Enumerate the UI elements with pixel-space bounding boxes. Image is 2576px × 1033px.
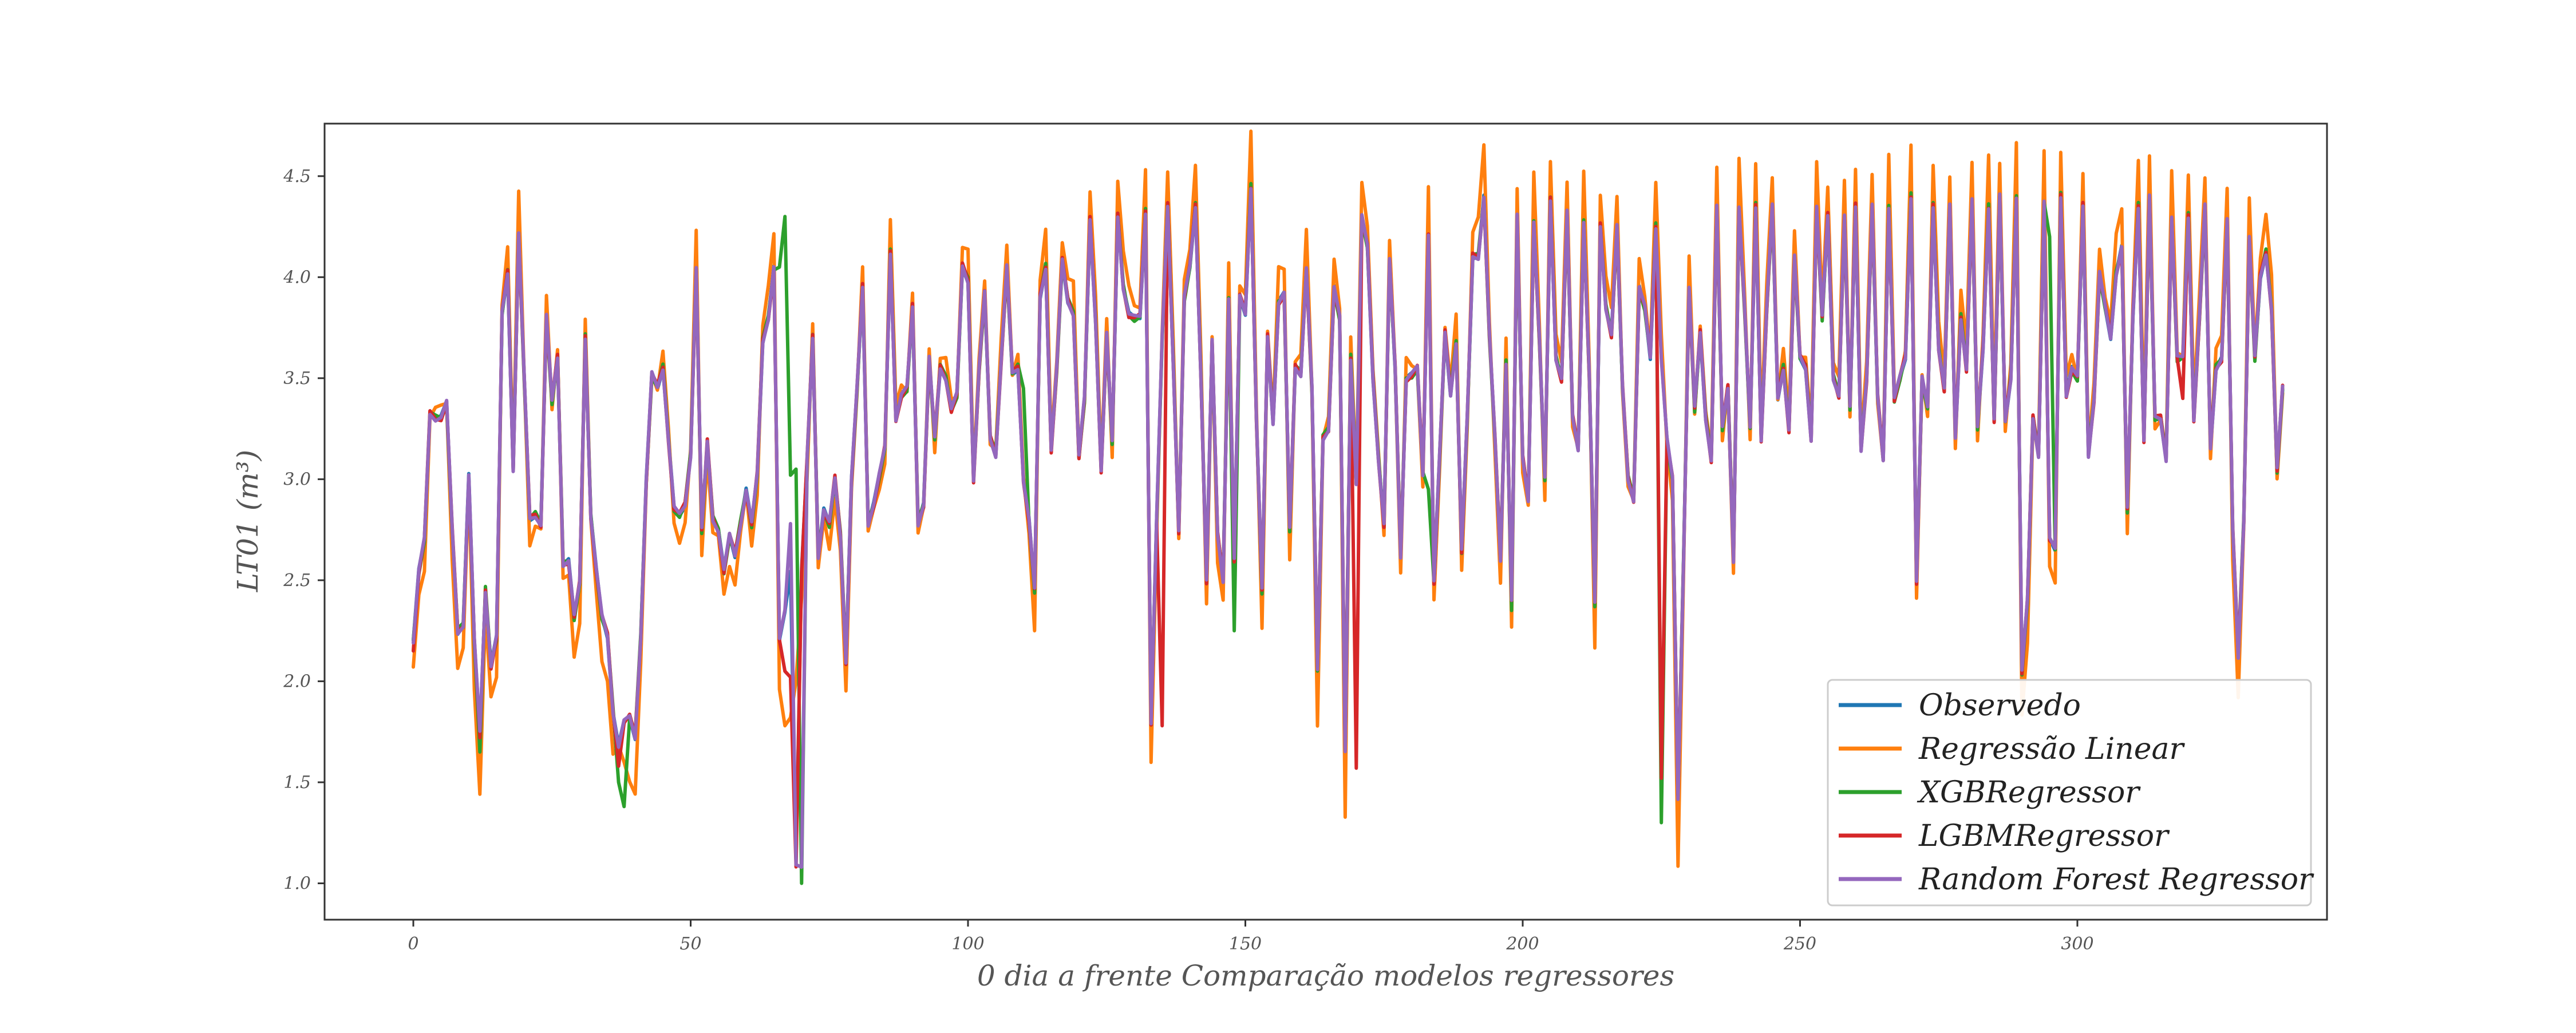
plot-frame bbox=[323, 122, 2328, 921]
legend-box bbox=[1827, 679, 2312, 907]
x-tick-label: 250 bbox=[1783, 934, 1816, 954]
y-tick-label: 1.5 bbox=[283, 773, 311, 793]
y-axis-label: LT01 (m³) bbox=[231, 450, 264, 592]
y-tick-label: 3.5 bbox=[283, 369, 311, 389]
y-tick-label: 4.0 bbox=[283, 267, 311, 287]
legend-label-1: Observedo bbox=[1919, 688, 2081, 723]
y-axis-ticks: 1.0 1.5 2.0 2.5 3.0 3.5 4.0 4.5 bbox=[283, 167, 325, 893]
x-tick-label: 150 bbox=[1229, 934, 1262, 954]
legend-label-2: Regressão Linear bbox=[1918, 732, 2185, 766]
legend-label-3: XGBRegressor bbox=[1917, 775, 2141, 810]
x-tick-label: 0 bbox=[408, 934, 418, 954]
series-line-5 bbox=[412, 187, 2285, 869]
x-tick-label: 100 bbox=[951, 934, 984, 954]
legend-label-5: Random Forest Regressor bbox=[1918, 862, 2314, 897]
series-layer bbox=[412, 129, 2285, 885]
y-tick-label: 4.5 bbox=[283, 167, 311, 187]
y-tick-label: 1.0 bbox=[283, 873, 311, 893]
x-tick-label: 50 bbox=[679, 934, 701, 954]
y-tick-label: 2.5 bbox=[283, 571, 311, 591]
legend: Observedo Regressão Linear XGBRegressor LGB… bbox=[1827, 679, 2314, 907]
y-tick-label: 2.0 bbox=[283, 671, 311, 691]
y-tick-label: 3.0 bbox=[283, 469, 311, 489]
legend-label-4: LGBMRegressor bbox=[1918, 819, 2170, 853]
x-tick-label: 200 bbox=[1506, 934, 1539, 954]
x-axis-label: 0 dia a frente Comparação modelos regres… bbox=[977, 959, 1674, 992]
x-tick-label: 300 bbox=[2061, 934, 2093, 954]
x-axis-ticks: 0 50 100 150 200 250 300 bbox=[408, 920, 2094, 954]
